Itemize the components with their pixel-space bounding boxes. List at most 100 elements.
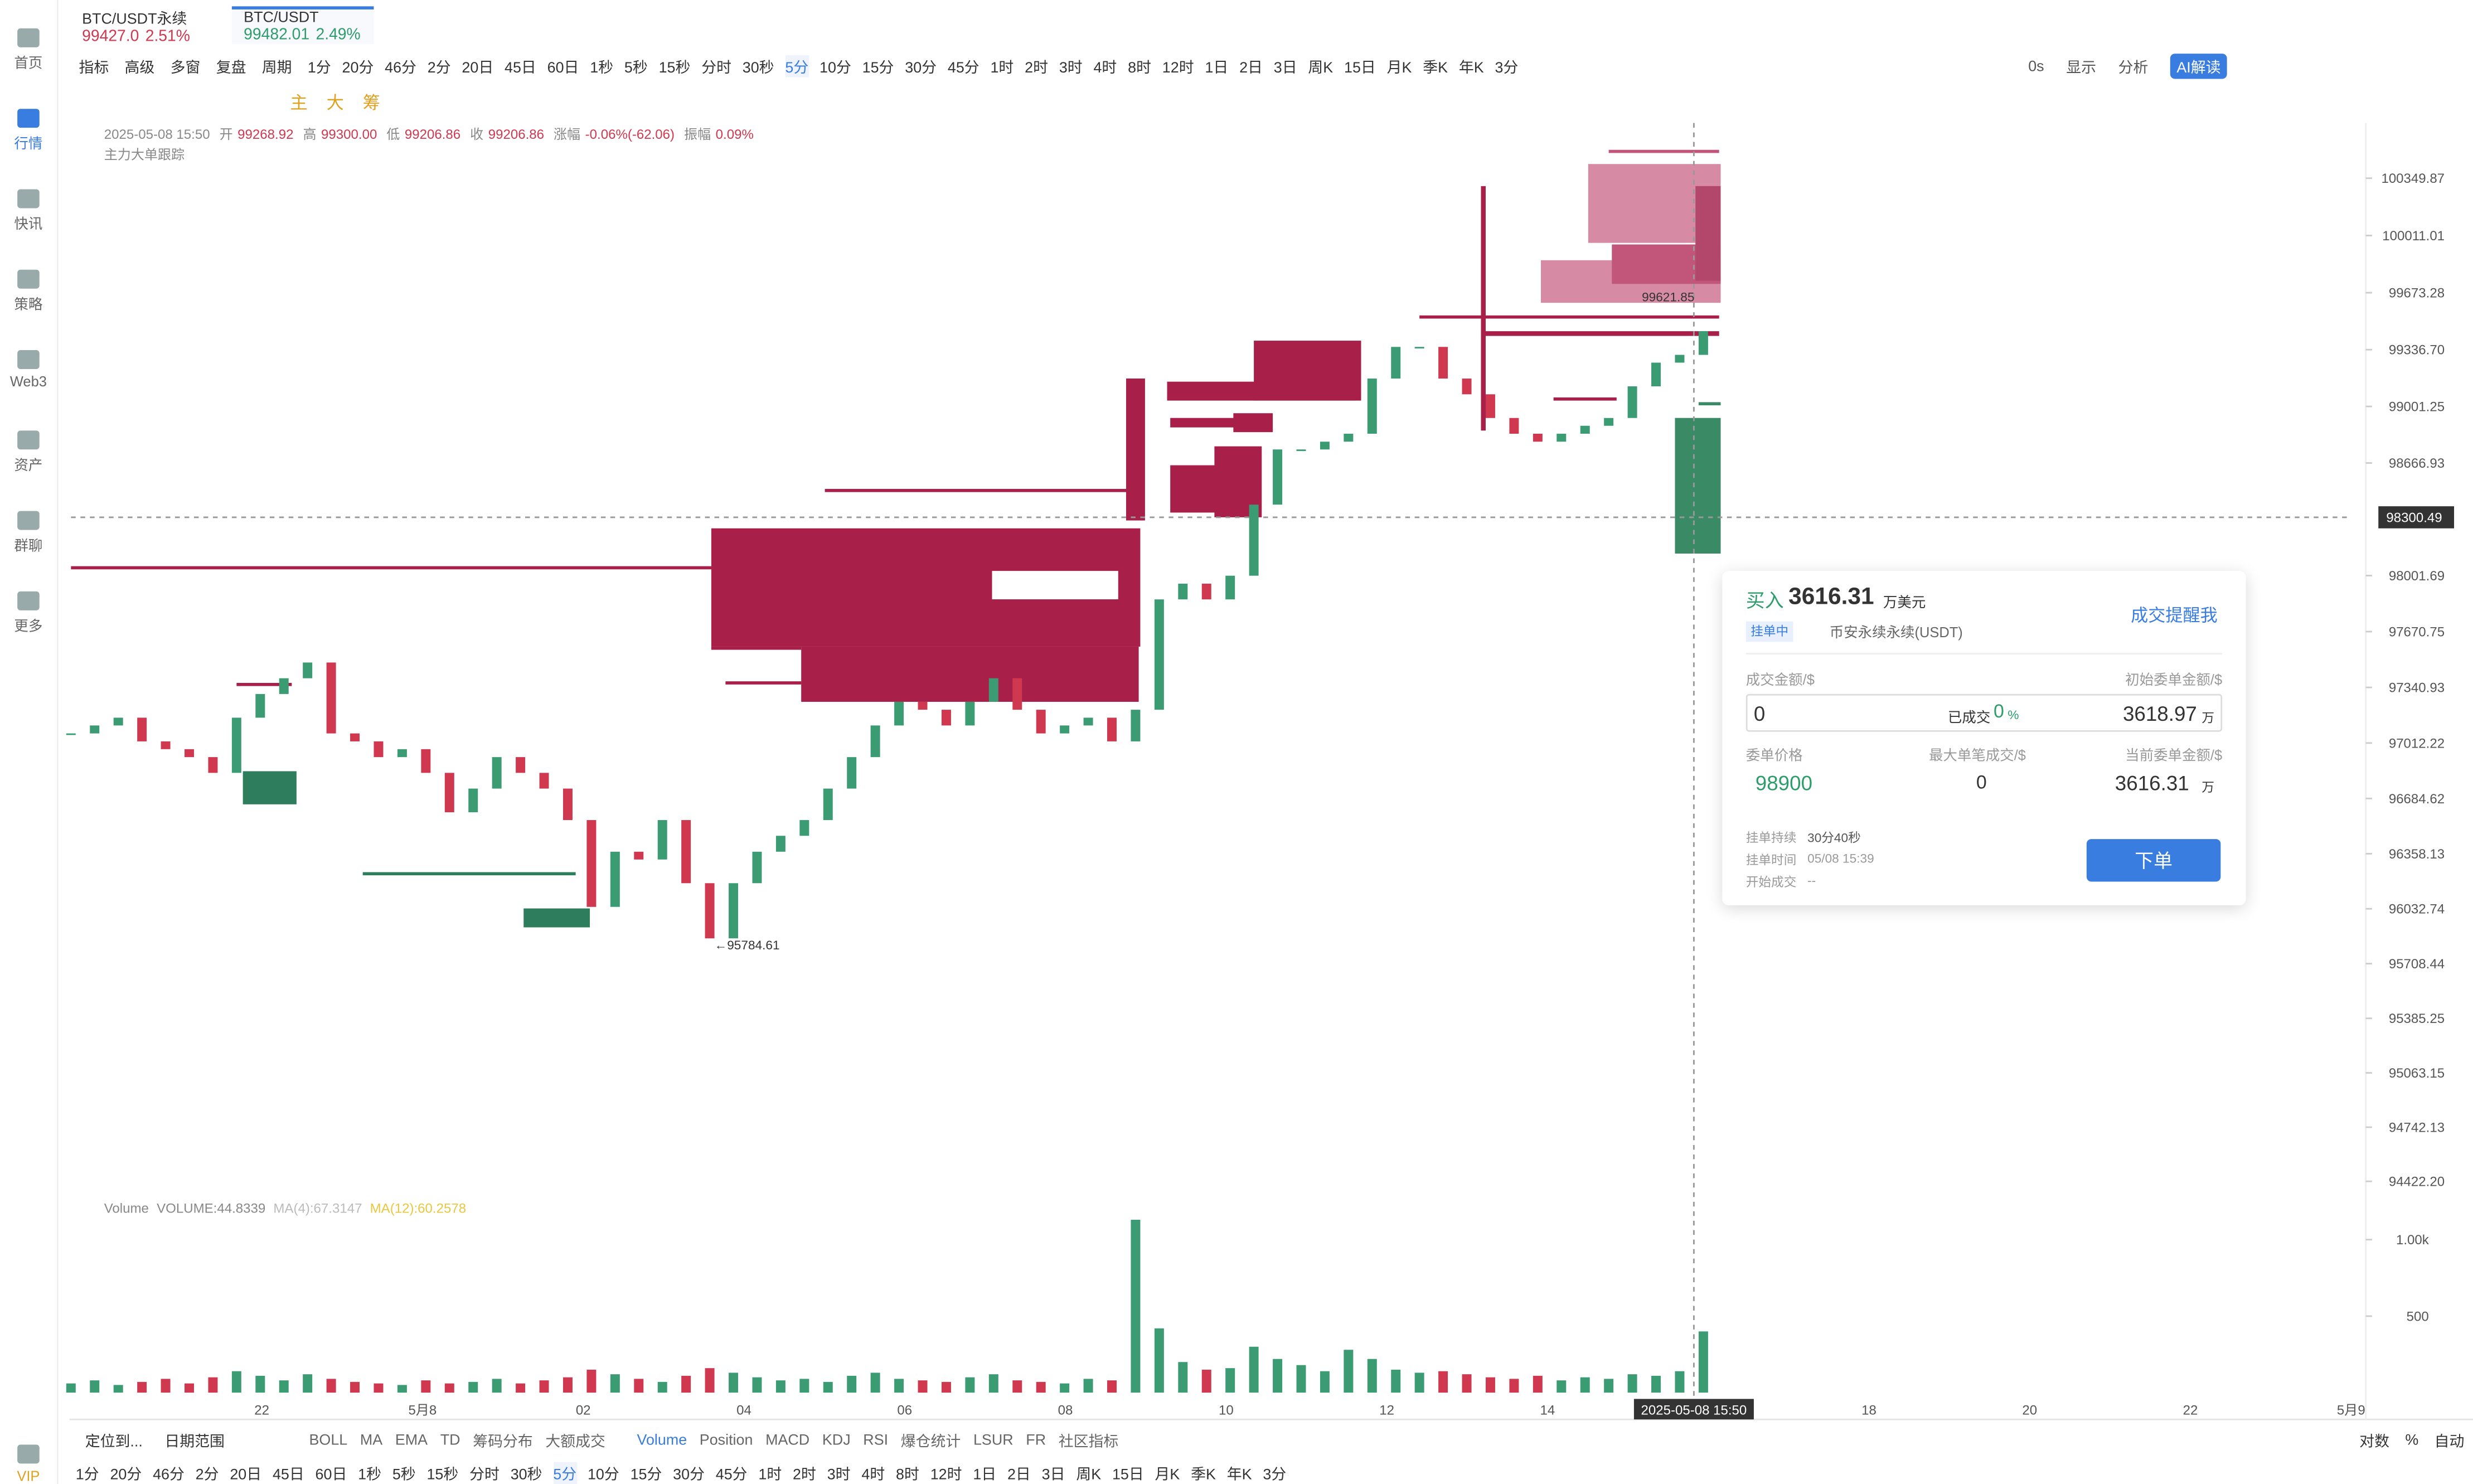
- bottom-tool[interactable]: 定位到...: [85, 1433, 143, 1451]
- nav-item[interactable]: 快讯: [0, 189, 57, 233]
- interval[interactable]: 45分: [715, 1467, 748, 1484]
- nav-item[interactable]: VIP: [0, 1444, 57, 1484]
- interval[interactable]: 30分: [905, 60, 937, 77]
- interval[interactable]: 30秒: [510, 1467, 542, 1484]
- interval[interactable]: 20日: [230, 1467, 262, 1484]
- interval[interactable]: 月K: [1386, 60, 1412, 77]
- interval[interactable]: 2日: [1007, 1467, 1031, 1484]
- interval[interactable]: 20分: [110, 1467, 142, 1484]
- interval[interactable]: 季K: [1191, 1467, 1216, 1484]
- indicator[interactable]: LSUR: [973, 1431, 1014, 1449]
- indicator[interactable]: 社区指标: [1058, 1433, 1119, 1451]
- interval[interactable]: 45日: [505, 60, 536, 77]
- interval[interactable]: 3时: [827, 1467, 851, 1484]
- interval[interactable]: 15秒: [426, 1467, 459, 1484]
- interval[interactable]: 30分: [673, 1467, 705, 1484]
- interval[interactable]: 15日: [1344, 60, 1376, 77]
- tab[interactable]: BTC/USDT永续 99427.0 2.51%: [69, 6, 202, 45]
- order-button[interactable]: 下单: [2086, 839, 2221, 882]
- nav-item[interactable]: 资产: [0, 430, 57, 474]
- interval[interactable]: 1分: [75, 1467, 99, 1484]
- tool[interactable]: 指标: [79, 60, 109, 77]
- interval[interactable]: 1时: [990, 60, 1014, 77]
- indicator[interactable]: 大额成交: [545, 1433, 605, 1451]
- interval[interactable]: 2时: [1025, 60, 1049, 77]
- interval[interactable]: 12时: [1162, 60, 1194, 77]
- interval[interactable]: 年K: [1226, 1467, 1252, 1484]
- interval[interactable]: 46分: [385, 60, 416, 77]
- interval[interactable]: 2时: [793, 1467, 816, 1484]
- draw-tool[interactable]: 筹: [362, 94, 380, 114]
- interval[interactable]: 15分: [862, 60, 894, 77]
- tool[interactable]: 多窗: [170, 60, 201, 77]
- interval[interactable]: 5分: [785, 55, 809, 77]
- interval[interactable]: 5分: [553, 1462, 577, 1484]
- interval[interactable]: 2分: [427, 60, 451, 77]
- interval[interactable]: 45分: [947, 60, 979, 77]
- interval[interactable]: 3分: [1263, 1467, 1287, 1484]
- indicator[interactable]: TD: [440, 1431, 460, 1449]
- interval[interactable]: 15分: [630, 1467, 662, 1484]
- interval[interactable]: 3时: [1059, 60, 1083, 77]
- indicator[interactable]: Volume: [637, 1431, 687, 1449]
- interval[interactable]: 1日: [1205, 60, 1229, 77]
- indicator[interactable]: BOLL: [309, 1431, 348, 1449]
- interval[interactable]: 5秒: [392, 1467, 416, 1484]
- bottom-tool[interactable]: 日期范围: [164, 1433, 225, 1451]
- interval[interactable]: 1日: [973, 1467, 997, 1484]
- interval[interactable]: 45日: [272, 1467, 304, 1484]
- interval[interactable]: 4时: [861, 1467, 885, 1484]
- interval[interactable]: 2分: [195, 1467, 219, 1484]
- remind[interactable]: 成交提醒我: [2131, 607, 2218, 627]
- interval[interactable]: 分时: [701, 60, 731, 77]
- nav-item[interactable]: 首页: [0, 28, 57, 72]
- interval[interactable]: 3日: [1041, 1467, 1065, 1484]
- draw-tool[interactable]: 主: [290, 94, 308, 114]
- scale-option[interactable]: %: [2405, 1431, 2419, 1449]
- interval[interactable]: 3日: [1273, 60, 1297, 77]
- interval[interactable]: 30秒: [742, 60, 774, 77]
- nav-item[interactable]: 群聊: [0, 511, 57, 555]
- nav-item[interactable]: Web3: [0, 350, 57, 390]
- indicator[interactable]: EMA: [395, 1431, 428, 1449]
- tool[interactable]: 复盘: [216, 60, 246, 77]
- tab[interactable]: BTC/USDT 99482.01 2.49%: [231, 6, 374, 44]
- interval[interactable]: 4时: [1093, 60, 1117, 77]
- interval[interactable]: 8时: [896, 1467, 919, 1484]
- indicator[interactable]: RSI: [863, 1431, 889, 1449]
- interval[interactable]: 5秒: [624, 60, 648, 77]
- tool[interactable]: 高级: [124, 60, 155, 77]
- indicator[interactable]: MA: [360, 1431, 383, 1449]
- interval[interactable]: 1秒: [358, 1467, 382, 1484]
- interval[interactable]: 60日: [547, 60, 579, 77]
- interval[interactable]: 10分: [820, 60, 851, 77]
- tool[interactable]: 显示: [2066, 60, 2097, 77]
- interval[interactable]: 分时: [469, 1467, 500, 1484]
- interval[interactable]: 年K: [1458, 60, 1484, 77]
- interval[interactable]: 20分: [342, 60, 374, 77]
- tool[interactable]: 分析: [2118, 60, 2149, 77]
- interval[interactable]: 12时: [930, 1467, 962, 1484]
- interval[interactable]: 10分: [587, 1467, 619, 1484]
- interval[interactable]: 15日: [1112, 1467, 1144, 1484]
- interval[interactable]: 15秒: [658, 60, 691, 77]
- indicator[interactable]: 筹码分布: [473, 1433, 533, 1451]
- interval[interactable]: 周K: [1308, 60, 1334, 77]
- indicator[interactable]: MACD: [765, 1431, 810, 1449]
- interval[interactable]: 季K: [1423, 60, 1448, 77]
- interval[interactable]: 1分: [307, 60, 331, 77]
- scale-option[interactable]: 自动: [2434, 1433, 2465, 1451]
- nav-item[interactable]: 更多: [0, 591, 57, 636]
- nav-item[interactable]: 策略: [0, 269, 57, 314]
- indicator[interactable]: 爆仓统计: [900, 1433, 961, 1451]
- indicator[interactable]: KDJ: [822, 1431, 851, 1449]
- button-label[interactable]: 下单: [2135, 850, 2173, 872]
- interval[interactable]: 8时: [1128, 60, 1152, 77]
- interval[interactable]: 46分: [153, 1467, 185, 1484]
- interval[interactable]: 月K: [1155, 1467, 1180, 1484]
- interval[interactable]: 1秒: [590, 60, 614, 77]
- tool[interactable]: AI解读: [2170, 54, 2227, 79]
- draw-tool[interactable]: 大: [326, 94, 344, 114]
- tool[interactable]: 0s: [2028, 57, 2044, 75]
- indicator[interactable]: Position: [699, 1431, 753, 1449]
